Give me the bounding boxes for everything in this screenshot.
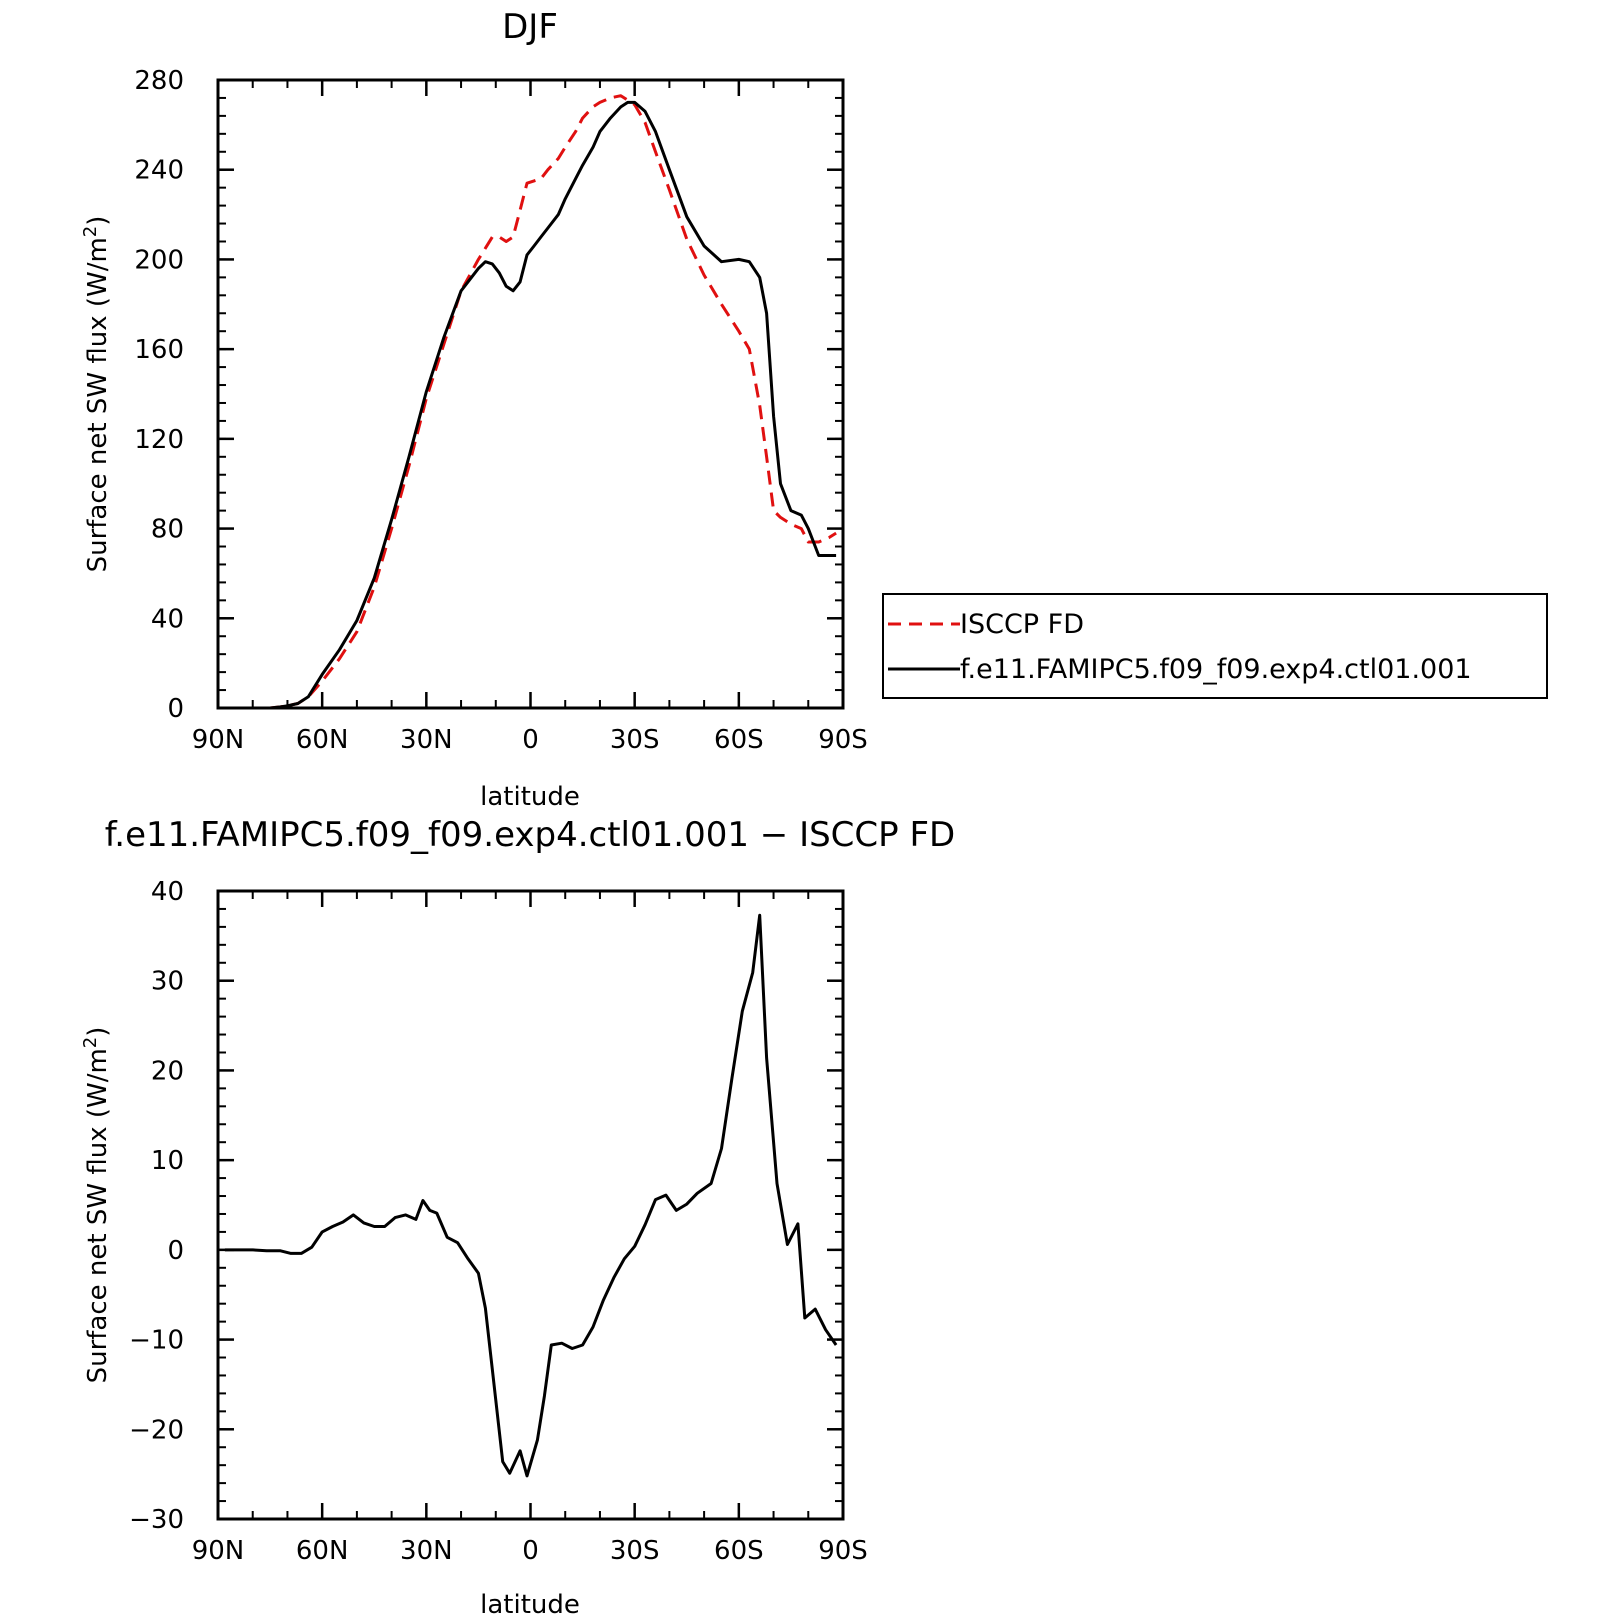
top-x-tick-labels: 90N 60N 30N 0 30S 60S 90S	[192, 725, 868, 755]
top-y-tick-label: 0	[167, 694, 184, 724]
legend-label-model: f.e11.FAMIPC5.f09_f09.exp4.ctl01.001	[960, 654, 1472, 685]
bot-x-tick-label: 90S	[818, 1536, 868, 1566]
bottom-y-tick-labels: −30 −20 −10 0 10 20 30 40	[129, 877, 184, 1535]
top-x-tick-label: 90N	[192, 725, 245, 755]
bottom-y-axis-label-sup: 2	[80, 1037, 101, 1048]
bottom-series-group	[224, 913, 838, 1478]
top-y-tick-label: 40	[151, 604, 184, 634]
top-x-tick-label: 60N	[296, 725, 349, 755]
bot-series-line-0	[224, 913, 838, 1478]
bottom-plot-frame	[216, 889, 845, 1521]
bot-y-tick-label: 40	[151, 877, 184, 907]
top-panel-title: DJF	[502, 7, 558, 47]
top-y-tick-labels: 0 40 80 120 160 200 240 280	[134, 66, 184, 724]
legend-box	[882, 593, 1548, 699]
top-y-tick-label: 120	[134, 425, 184, 455]
top-axis-ticks	[216, 78, 845, 710]
bot-y-tick-label: 20	[151, 1056, 184, 1086]
bot-x-tick-label: 0	[522, 1536, 539, 1566]
top-panel: DJF 90N 60N 30N 0 30S 60S 90S 0 40 80 120 160 200 24…	[80, 7, 868, 812]
bot-x-tick-label: 60S	[714, 1536, 764, 1566]
bot-y-tick-label: 10	[151, 1146, 184, 1176]
bottom-y-axis-label-tail: )	[83, 1027, 113, 1037]
bot-x-tick-label: 90N	[192, 1536, 245, 1566]
bot-x-tick-label: 60N	[296, 1536, 349, 1566]
bottom-x-axis-label: latitude	[480, 1590, 580, 1619]
bot-x-tick-label: 30N	[400, 1536, 453, 1566]
top-x-tick-label: 90S	[818, 725, 868, 755]
top-y-tick-label: 200	[134, 245, 184, 275]
bot-y-tick-label: 30	[151, 967, 184, 997]
top-x-tick-label: 0	[522, 725, 539, 755]
top-x-tick-label: 60S	[714, 725, 764, 755]
bot-y-tick-label: −10	[129, 1326, 184, 1356]
top-y-axis-label-tail: )	[83, 216, 113, 226]
top-y-axis-label: Surface net SW flux (W/m2)	[80, 216, 113, 573]
bottom-x-tick-labels: 90N 60N 30N 0 30S 60S 90S	[192, 1536, 868, 1566]
top-series-group	[224, 94, 837, 710]
top-y-tick-label: 160	[134, 335, 184, 365]
bot-y-tick-label: −30	[129, 1505, 184, 1535]
bot-y-tick-label: 0	[167, 1236, 184, 1266]
top-x-axis-label: latitude	[480, 782, 580, 812]
bottom-y-axis-label-main: Surface net SW flux (W/m	[83, 1048, 113, 1383]
bottom-panel-title: f.e11.FAMIPC5.f09_f09.exp4.ctl01.001 − I…	[105, 815, 955, 855]
legend-label-isccp: ISCCP FD	[960, 609, 1084, 640]
bot-x-tick-label: 30S	[610, 1536, 660, 1566]
top-x-tick-label: 30S	[610, 725, 660, 755]
bottom-panel: f.e11.FAMIPC5.f09_f09.exp4.ctl01.001 − I…	[80, 815, 955, 1619]
legend: ISCCP FD f.e11.FAMIPC5.f09_f09.exp4.ctl0…	[882, 593, 1548, 699]
top-y-axis-label-main: Surface net SW flux (W/m	[83, 237, 113, 572]
top-x-tick-label: 30N	[400, 725, 453, 755]
bottom-y-axis-label: Surface net SW flux (W/m2)	[80, 1027, 113, 1384]
top-y-axis-label-sup: 2	[80, 226, 101, 237]
top-y-tick-label: 240	[134, 156, 184, 186]
top-y-tick-label: 280	[134, 66, 184, 96]
bot-y-tick-label: −20	[129, 1415, 184, 1445]
top-series-line-1	[224, 100, 837, 710]
top-series-line-0	[224, 94, 837, 710]
top-plot-frame	[216, 78, 845, 710]
top-y-tick-label: 80	[151, 515, 184, 545]
